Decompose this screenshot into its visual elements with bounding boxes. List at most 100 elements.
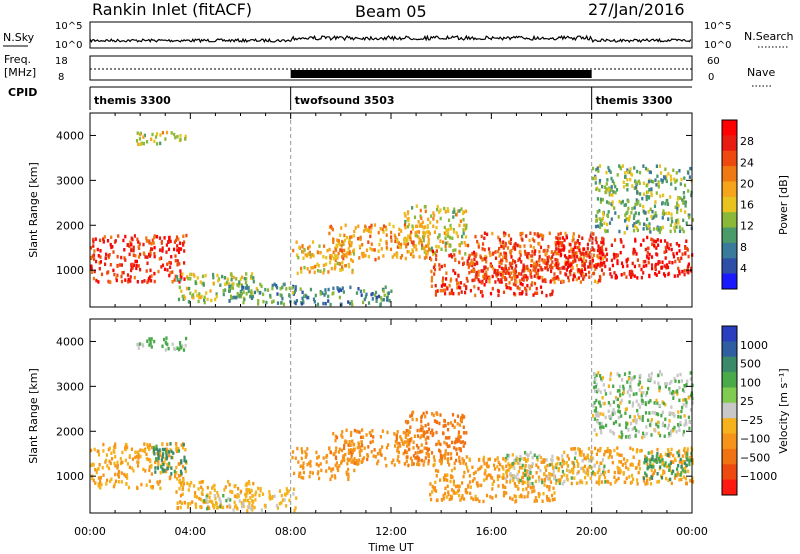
echo-cell — [512, 474, 516, 478]
echo-cell — [581, 269, 584, 273]
echo-cell — [597, 468, 600, 473]
echo-cell — [605, 187, 608, 191]
echo-cell — [483, 283, 486, 287]
echo-cell — [146, 140, 149, 144]
echo-cell — [607, 210, 610, 214]
echo-cell — [570, 268, 573, 273]
echo-cell — [677, 473, 680, 477]
echo-cell — [167, 346, 170, 351]
echo-cell — [585, 481, 588, 485]
echo-cell — [457, 438, 460, 442]
echo-cell — [543, 261, 546, 265]
echo-cell — [386, 294, 389, 298]
echo-cell — [457, 291, 460, 296]
echo-cell — [527, 484, 530, 488]
echo-cell — [183, 455, 186, 460]
echo-cell — [247, 285, 250, 290]
echo-cell — [450, 475, 453, 480]
echo-cell — [650, 457, 653, 461]
echo-cell — [523, 244, 526, 248]
echo-cell — [303, 265, 306, 270]
echo-cell — [571, 266, 574, 270]
echo-cell — [444, 473, 447, 478]
echo-cell — [353, 447, 356, 451]
echo-cell — [641, 418, 644, 422]
echo-cell — [572, 235, 575, 239]
echo-cell — [476, 261, 479, 266]
echo-cell — [300, 456, 303, 461]
echo-cell — [481, 294, 484, 298]
echo-cell — [124, 278, 127, 282]
echo-cell — [345, 235, 349, 240]
echo-cell — [174, 135, 177, 140]
echo-cell — [385, 227, 388, 232]
echo-cell — [344, 252, 347, 257]
echo-cell — [443, 440, 446, 445]
echo-cell — [679, 182, 682, 186]
echo-cell — [518, 458, 522, 462]
echo-cell — [676, 467, 679, 471]
echo-cell — [537, 276, 540, 280]
echo-cell — [672, 168, 675, 172]
echo-cell — [194, 502, 197, 506]
echo-cell — [516, 274, 519, 279]
echo-cell — [332, 237, 335, 242]
echo-cell — [619, 238, 622, 242]
echo-cell — [441, 288, 444, 293]
echo-cell — [241, 275, 244, 279]
echo-cell — [257, 299, 260, 303]
echo-cell — [601, 263, 604, 267]
echo-cell — [160, 265, 163, 269]
echo-cell — [157, 452, 160, 456]
echo-cell — [508, 240, 511, 244]
echo-cell — [430, 451, 434, 455]
echo-cell — [525, 459, 528, 463]
echo-cell — [599, 425, 602, 430]
echo-cell — [538, 242, 541, 246]
echo-cell — [623, 457, 626, 461]
echo-cell — [141, 448, 144, 453]
echo-cell — [612, 421, 615, 426]
echo-cell — [430, 214, 433, 218]
echo-cell — [540, 478, 544, 482]
echo-cell — [92, 253, 96, 257]
echo-cell — [605, 182, 608, 186]
echo-cell — [508, 281, 511, 285]
echo-cell — [647, 400, 650, 405]
echo-cell — [421, 235, 425, 239]
echo-cell — [618, 423, 621, 427]
echo-cell — [561, 279, 564, 283]
echo-cell — [492, 266, 495, 271]
echo-cell — [523, 269, 526, 273]
echo-cell — [609, 449, 612, 454]
echo-cell — [92, 240, 95, 244]
echo-cell — [114, 239, 117, 243]
echo-cell — [601, 217, 604, 221]
echo-cell — [667, 463, 671, 467]
echo-cell — [315, 462, 318, 466]
echo-cell — [480, 234, 483, 239]
echo-cell — [663, 274, 667, 278]
echo-cell — [507, 468, 510, 472]
echo-cell — [169, 475, 172, 479]
echo-cell — [182, 464, 185, 469]
echo-cell — [687, 469, 690, 474]
echo-cell — [631, 261, 634, 266]
echo-cell — [675, 242, 678, 246]
echo-cell — [690, 267, 693, 271]
echo-cell — [609, 482, 612, 486]
echo-cell — [657, 412, 660, 417]
echo-cell — [358, 458, 361, 462]
x-tick-label: 00:00 — [74, 525, 106, 538]
echo-cell — [600, 251, 603, 255]
echo-cell — [453, 446, 456, 450]
echo-cell — [658, 230, 661, 234]
echo-cell — [619, 393, 622, 397]
echo-cell — [365, 433, 368, 437]
echo-cell — [470, 269, 473, 273]
echo-cell — [626, 170, 630, 175]
echo-cell — [461, 256, 464, 261]
echo-cell — [673, 377, 676, 381]
echo-cell — [603, 185, 606, 189]
echo-cell — [668, 390, 672, 395]
